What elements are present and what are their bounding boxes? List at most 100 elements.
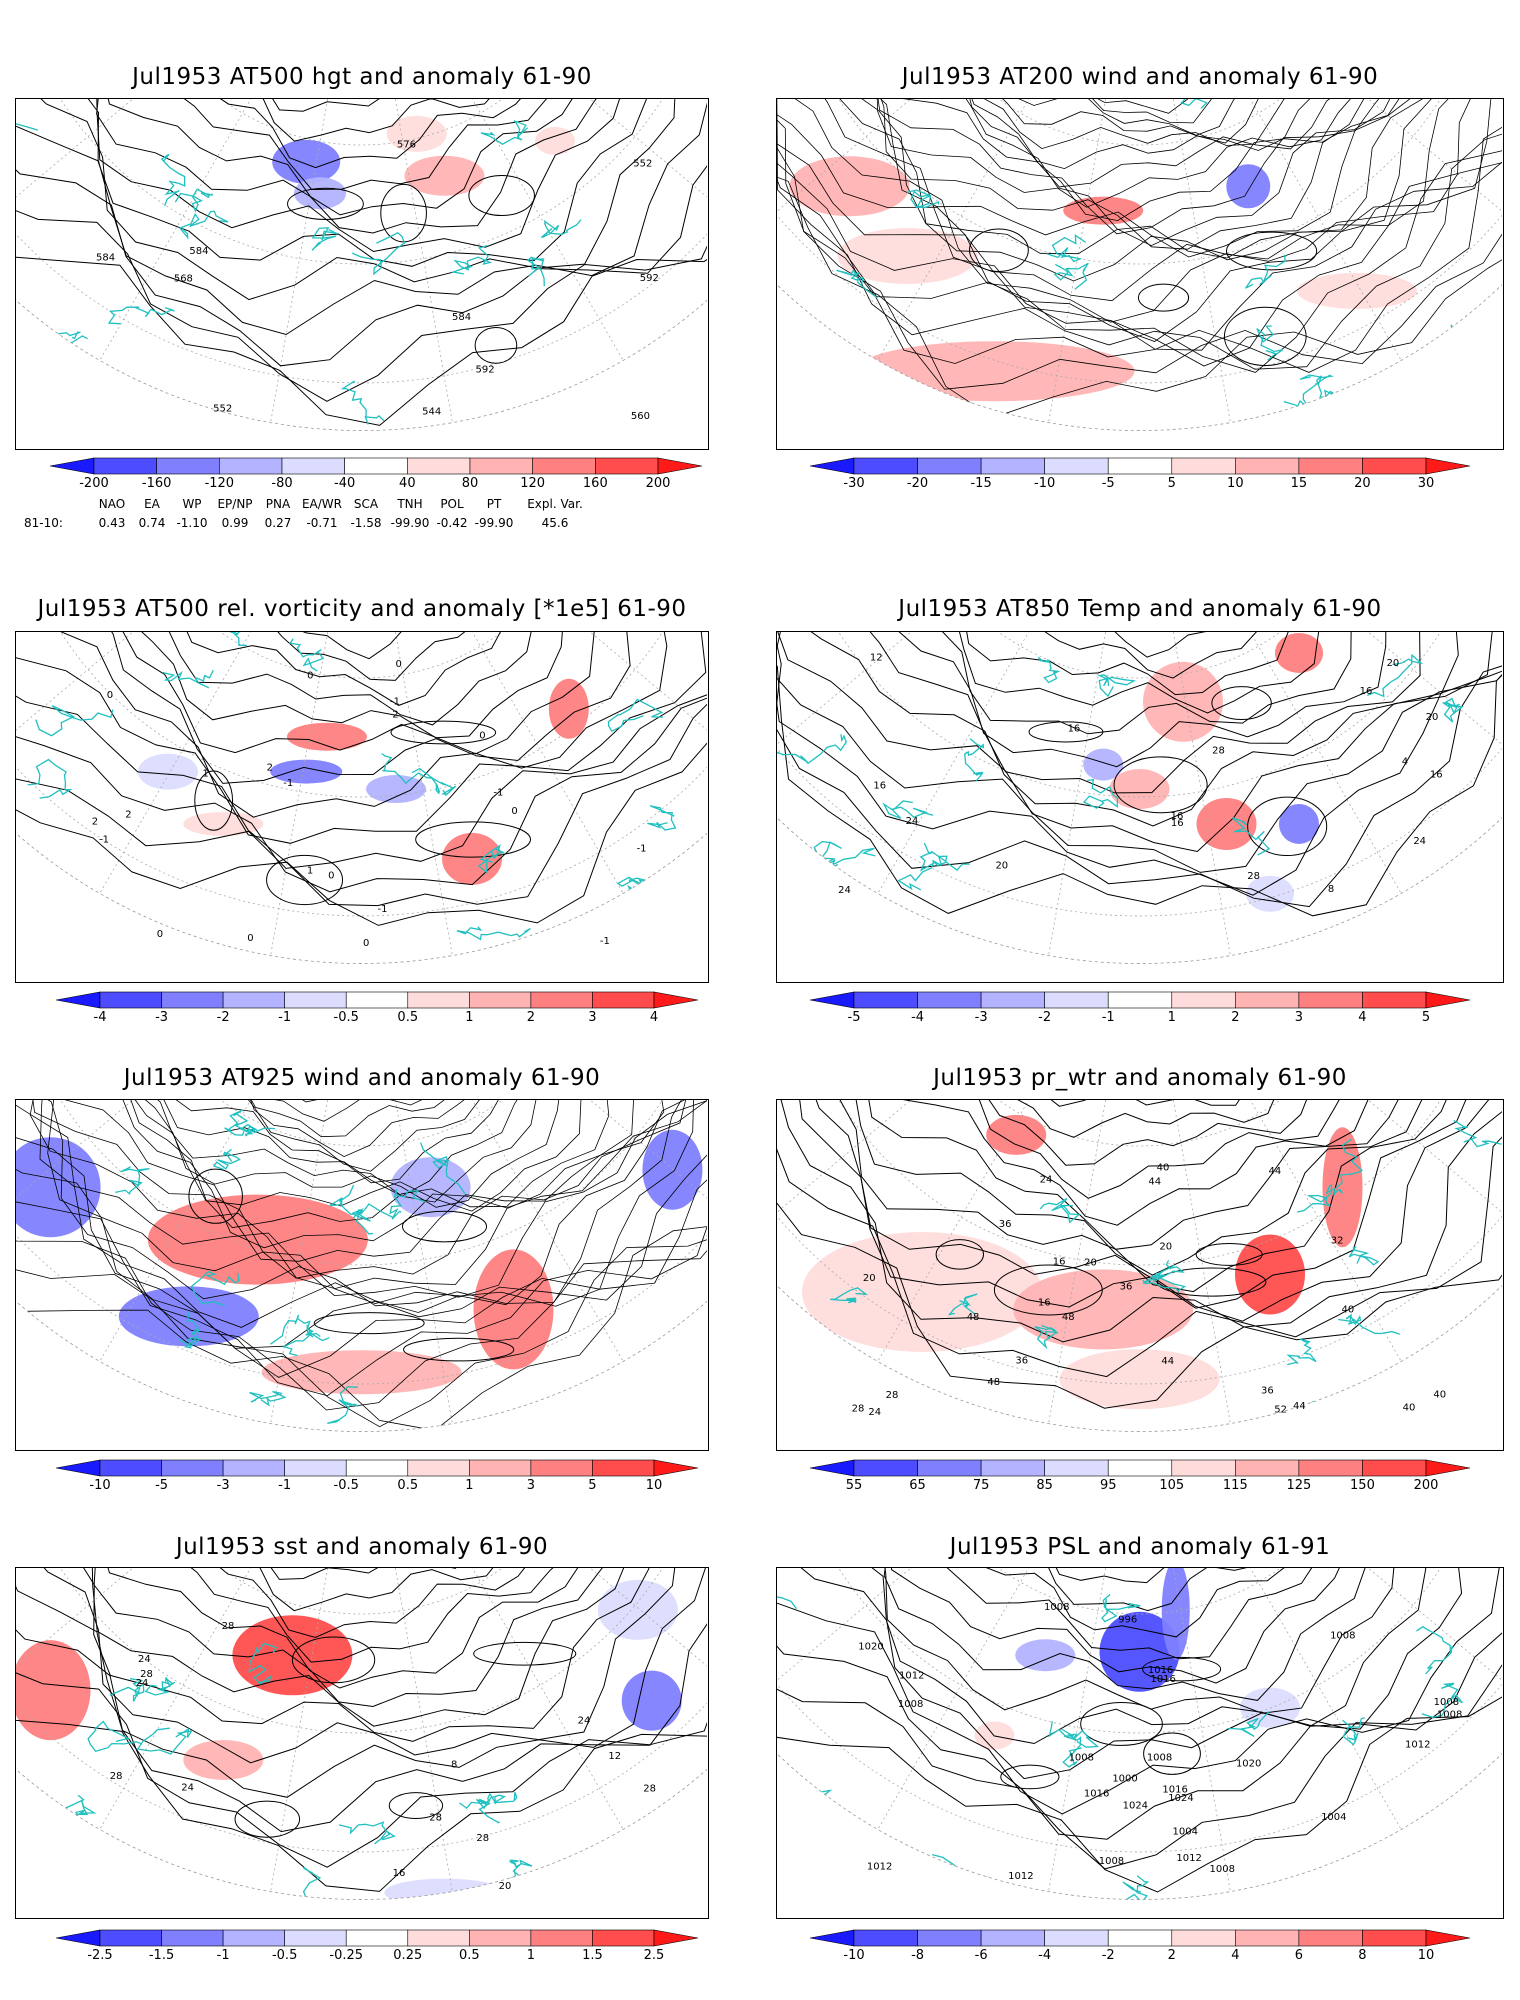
colorbar-label: 3 — [1294, 1010, 1304, 1025]
coastline — [650, 1851, 676, 1900]
coastline — [777, 734, 848, 765]
colorbar-label: -10 — [1034, 476, 1056, 491]
colorbar-swatch — [1044, 1929, 1109, 1947]
map-panel: 44 36 40 52 48 36 24 32 40 20 16 20 28 24 20 16 28 44 36 40… — [776, 1099, 1504, 1451]
contour-label: 16 — [1053, 1256, 1066, 1267]
colorbar-label: -120 — [204, 476, 235, 491]
map-panel: 0 0 -1 2 -1 2 0 -1 0 1 2 0 -1 -1 0 0 2 -1 1 0 -1 0 — [15, 631, 709, 983]
panel-title: Jul1953 sst and anomaly 61-90 — [175, 1534, 549, 1560]
index-name: POL — [440, 497, 464, 511]
coastline — [1421, 1415, 1492, 1432]
colorbar-svg — [809, 1459, 1471, 1477]
colorbar-label: 150 — [1350, 1478, 1375, 1493]
contour-line — [16, 99, 707, 336]
contour-label: 592 — [476, 365, 495, 376]
hemisphere-edge — [777, 817, 1502, 964]
colorbar-label: 5 — [588, 1478, 597, 1493]
streamline — [16, 1100, 707, 1306]
latitude-line — [16, 99, 707, 384]
anomaly-region — [1240, 1687, 1300, 1728]
anomaly-region — [1226, 164, 1271, 209]
contour-line — [16, 99, 707, 301]
contour-label: 20 — [1159, 1242, 1172, 1253]
colorbar-swatch — [530, 1459, 593, 1477]
coastline — [327, 1386, 359, 1425]
anomaly-region — [1275, 632, 1323, 673]
map-panel: 1016 1016 1008 1008 1012 1008 1012 1020 1024 1024… — [776, 1567, 1504, 1919]
meridian-line — [1139, 1568, 1502, 1574]
latitude-line — [123, 1100, 600, 1147]
contour-label: 28 — [852, 1403, 865, 1414]
colorbar-swatch — [1107, 1929, 1173, 1947]
contour-label: 1020 — [858, 1642, 883, 1653]
colorbar-label: 0.5 — [397, 1478, 419, 1493]
streamline — [931, 99, 1360, 136]
index-value: -0.42 — [436, 516, 468, 530]
coastline — [964, 738, 985, 782]
colorbar: -10 -8 -6 -4 -2 2 4 6 8 10 — [809, 1929, 1471, 1963]
contour-line — [102, 99, 620, 191]
map-canvas: 592 544 552 552 560 568 576 584 584 592 584 — [16, 99, 707, 431]
contour-label: 24 — [906, 816, 919, 827]
coastline — [480, 120, 529, 145]
hemisphere-edge — [777, 1753, 1502, 1900]
contour-cell — [1142, 1656, 1222, 1682]
contour-label: 1024 — [1123, 1801, 1148, 1812]
contour-line — [777, 1568, 1502, 1840]
coastline — [1245, 254, 1287, 289]
contour-label: -1 — [637, 844, 647, 855]
index-name: EP/NP — [217, 497, 253, 511]
colorbar-label: -2 — [216, 1010, 230, 1025]
colorbar-swatch — [161, 1459, 224, 1477]
contour-label: 544 — [422, 406, 441, 417]
colorbar-swatch — [853, 991, 918, 1009]
contour-cell — [380, 183, 427, 243]
coastline — [178, 210, 229, 240]
meridian-line — [361, 1568, 707, 1574]
index-name: TNH — [397, 497, 423, 511]
contour-label: 20 — [1387, 658, 1400, 669]
colorbar-swatch — [853, 1929, 918, 1947]
streamline — [16, 1100, 707, 1397]
coastline — [1367, 653, 1424, 698]
colorbar-swatch — [1362, 991, 1427, 1009]
coastline — [338, 1821, 396, 1845]
colorbar-swatch — [345, 1459, 409, 1477]
anomaly-region — [286, 722, 367, 751]
contour-label: 1008 — [1330, 1630, 1355, 1641]
colorbar-swatch — [1362, 1459, 1427, 1477]
colorbar-swatch — [156, 457, 220, 475]
contour-cell — [313, 1312, 425, 1335]
streamline — [27, 1100, 702, 1279]
streamline — [777, 99, 1492, 302]
coastline — [351, 1207, 374, 1235]
panel-title: Jul1953 PSL and anomaly 61-91 — [949, 1534, 1331, 1560]
colorbar-arrow-left — [809, 1929, 855, 1947]
colorbar: -5 -4 -3 -2 -1 1 2 3 4 5 — [809, 991, 1471, 1025]
streamline — [16, 1100, 707, 1328]
colorbar-label: 55 — [845, 1478, 863, 1493]
coastline — [1342, 1717, 1365, 1746]
colorbar-swatch — [592, 1459, 655, 1477]
colorbar-swatch — [344, 457, 408, 475]
colorbar-swatch — [1171, 457, 1236, 475]
coastline — [626, 879, 656, 901]
colorbar-swatch — [917, 457, 982, 475]
colorbar-swatch — [1298, 457, 1363, 475]
anomaly-region — [621, 1670, 682, 1731]
contour-line — [16, 99, 707, 402]
streamline — [16, 1100, 707, 1307]
coastline — [906, 189, 940, 209]
streamline — [777, 99, 1502, 373]
contour-cell — [1137, 283, 1190, 312]
index-value: -99.90 — [390, 516, 430, 530]
colorbar-label: 2 — [1231, 1010, 1240, 1025]
contour-label: 28 — [1247, 871, 1260, 882]
map-panel — [15, 1099, 709, 1451]
contour-cell — [388, 1792, 444, 1819]
contour-label: 28 — [886, 1390, 899, 1401]
colorbar-arrow-left — [49, 457, 95, 475]
contour-label: 2 — [267, 762, 273, 773]
coastline — [456, 926, 531, 941]
colorbar-label: 2 — [1167, 1948, 1176, 1963]
